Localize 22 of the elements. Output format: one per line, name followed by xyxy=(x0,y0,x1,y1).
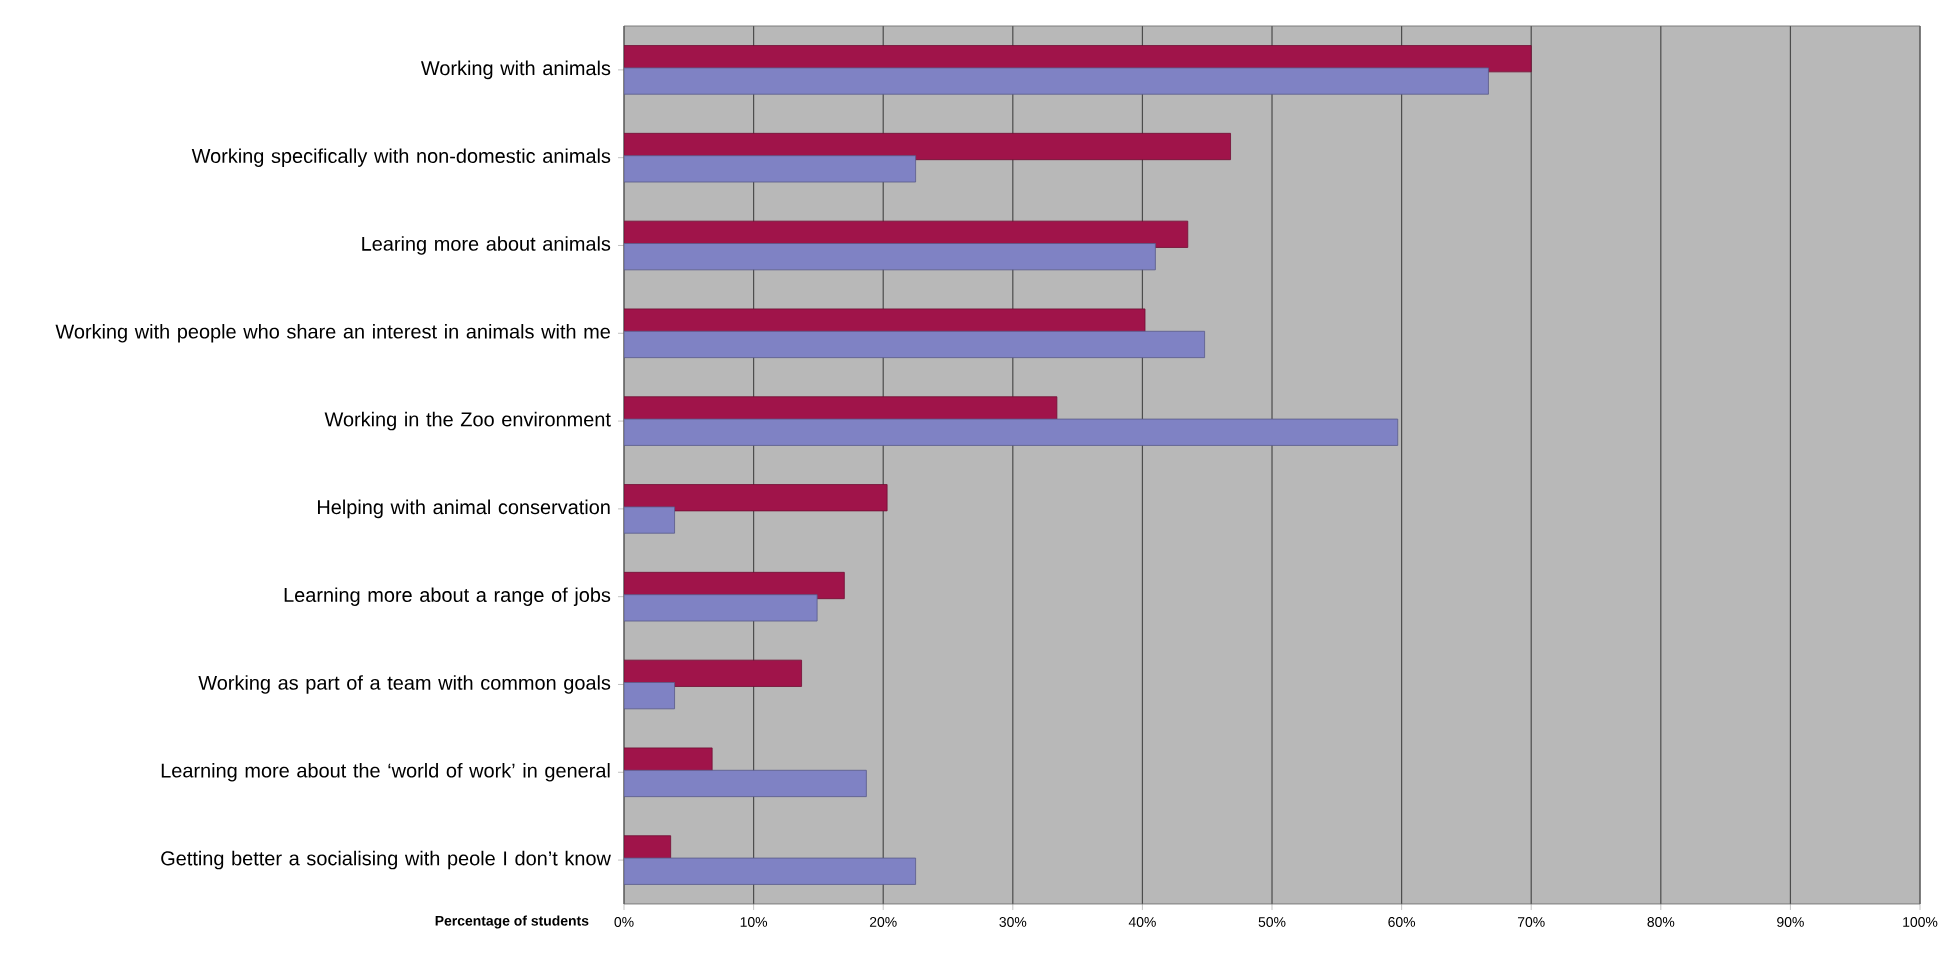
bar xyxy=(624,659,802,687)
bar xyxy=(624,418,1399,446)
y-tick-label: Working with animals xyxy=(420,60,611,80)
bar xyxy=(624,155,917,183)
bar xyxy=(624,243,1156,271)
y-tick-label: Learning more about the ‘world of work’ in general xyxy=(161,763,610,782)
y-tick-label: Learing more about animals xyxy=(362,236,611,255)
y-tick-label: Working in the Zoo environment xyxy=(324,411,611,431)
y-tick-label: Working as part of a team with common goals xyxy=(198,675,611,694)
bar xyxy=(624,484,888,512)
y-tick-label: Working with people who share an interest in animals with me xyxy=(55,324,610,343)
y-tick-label: Working specifically with non-domestic animals xyxy=(191,148,611,167)
bar xyxy=(624,594,818,622)
y-tick-label: Learning more about a range of jobs xyxy=(284,587,611,606)
bar xyxy=(624,769,867,798)
bar xyxy=(624,857,917,885)
bar xyxy=(624,67,1489,95)
bar xyxy=(624,682,675,710)
y-tick-label: Getting better a socialising with peole I don’t know xyxy=(161,850,611,870)
bar xyxy=(624,506,675,534)
y-tick-label: Helping with animal conservation xyxy=(318,499,610,519)
bar xyxy=(624,330,1206,359)
